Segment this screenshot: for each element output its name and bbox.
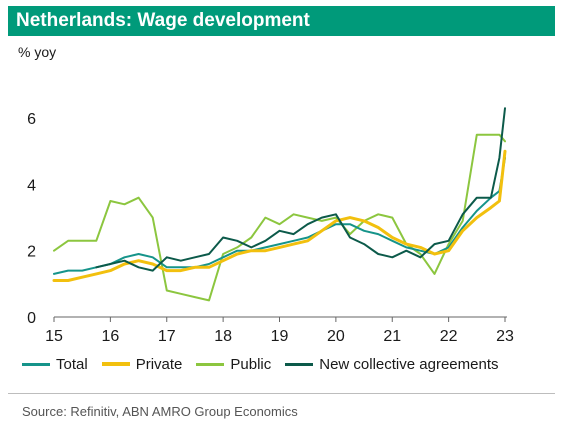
legend-swatch (285, 362, 314, 366)
legend-swatch (101, 362, 130, 366)
x-tick-label: 21 (383, 328, 401, 345)
legend-label: New collective agreements (319, 355, 499, 373)
legend-swatch (22, 362, 50, 366)
chart-title: Netherlands: Wage development (16, 10, 310, 31)
series-line-total (53, 156, 506, 275)
x-tick-label: 17 (158, 328, 176, 345)
y-tick-label: 0 (27, 310, 36, 327)
series-lines (52, 107, 507, 302)
series-line-public (53, 133, 506, 302)
legend-item: New collective agreements (285, 356, 498, 373)
x-tick-label: 15 (45, 328, 63, 345)
title-bar: Netherlands: Wage development (8, 6, 555, 36)
x-axis-ticks: 15 16 17 18 19 20 21 22 23 (45, 317, 514, 345)
legend-item: Public (196, 356, 271, 373)
x-tick-label: 20 (327, 328, 345, 345)
legend-swatch (196, 362, 225, 366)
x-tick-label: 19 (271, 328, 289, 345)
legend-label: Total (56, 355, 88, 373)
legend-label: Public (230, 355, 272, 373)
y-axis-ticks: 0 2 4 6 (27, 111, 36, 327)
legend-item: Private (101, 355, 183, 373)
footer-divider (8, 393, 555, 394)
source-note: Source: Refinitiv, ABN AMRO Group Econom… (22, 404, 298, 419)
series-line-private (52, 149, 507, 282)
legend-item: Total (22, 356, 88, 373)
x-tick-label: 23 (496, 328, 514, 345)
x-tick-label: 18 (214, 328, 232, 345)
x-tick-label: 16 (101, 328, 119, 345)
y-tick-label: 6 (27, 111, 36, 128)
y-tick-label: 2 (27, 244, 36, 261)
series-line-new-collective-agreements (95, 107, 506, 272)
y-axis-unit-label: % yoy (18, 44, 57, 60)
legend-label: Private (135, 355, 183, 373)
legend: Total Private Public New collective agreeme… (22, 353, 498, 375)
y-tick-label: 4 (27, 177, 36, 194)
x-tick-label: 22 (440, 328, 458, 345)
